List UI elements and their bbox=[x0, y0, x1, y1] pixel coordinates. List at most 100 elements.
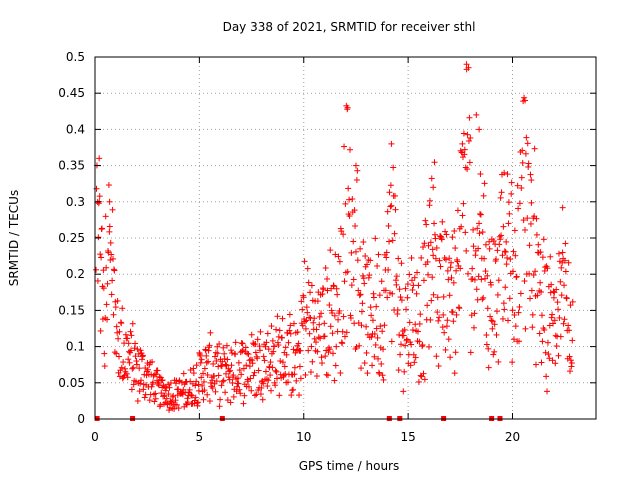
data-point bbox=[419, 341, 426, 348]
data-point bbox=[350, 276, 357, 283]
data-point bbox=[475, 245, 482, 252]
y-tick-label: 0.2 bbox=[66, 267, 85, 281]
data-point bbox=[515, 205, 522, 212]
data-point bbox=[282, 344, 289, 351]
data-point bbox=[435, 317, 442, 324]
data-point bbox=[210, 360, 217, 367]
data-point bbox=[125, 356, 132, 363]
data-point bbox=[511, 311, 518, 318]
data-point bbox=[469, 265, 476, 272]
data-point bbox=[507, 256, 514, 263]
data-point bbox=[158, 390, 165, 397]
data-point bbox=[453, 267, 460, 274]
data-point bbox=[385, 222, 392, 229]
data-point bbox=[165, 381, 172, 388]
data-point bbox=[164, 400, 171, 407]
data-point bbox=[551, 317, 558, 324]
data-point bbox=[390, 164, 397, 171]
data-point bbox=[542, 349, 549, 356]
data-point bbox=[180, 370, 187, 377]
data-point bbox=[386, 238, 393, 245]
data-point bbox=[260, 353, 267, 360]
data-point bbox=[484, 272, 491, 279]
data-point bbox=[264, 330, 271, 337]
data-point bbox=[144, 366, 151, 373]
data-point bbox=[375, 355, 382, 362]
data-point bbox=[524, 140, 531, 147]
data-point bbox=[499, 315, 506, 322]
data-point bbox=[288, 392, 295, 399]
data-point bbox=[397, 294, 404, 301]
data-point bbox=[428, 175, 435, 182]
data-point bbox=[406, 319, 413, 326]
data-point bbox=[490, 351, 497, 358]
data-point bbox=[125, 340, 132, 347]
data-point bbox=[426, 343, 432, 350]
data-point bbox=[272, 382, 279, 389]
data-point bbox=[480, 192, 487, 199]
data-point bbox=[386, 189, 393, 196]
data-point bbox=[444, 267, 451, 274]
data-point bbox=[269, 337, 276, 344]
data-point bbox=[543, 373, 550, 380]
data-point bbox=[378, 360, 385, 367]
data-point bbox=[323, 371, 330, 378]
data-point bbox=[226, 368, 233, 375]
data-point bbox=[207, 329, 214, 336]
data-point bbox=[493, 331, 500, 338]
data-point bbox=[501, 169, 508, 176]
data-point bbox=[567, 357, 574, 364]
data-point bbox=[194, 399, 201, 406]
data-point bbox=[502, 284, 509, 291]
data-point bbox=[369, 362, 376, 369]
data-point bbox=[401, 368, 408, 375]
data-point bbox=[560, 320, 567, 327]
data-point bbox=[226, 376, 233, 383]
data-point bbox=[565, 259, 572, 266]
data-point bbox=[313, 339, 320, 346]
data-point bbox=[459, 140, 466, 147]
data-point bbox=[347, 315, 354, 322]
data-point bbox=[504, 254, 511, 261]
data-point bbox=[438, 236, 445, 243]
x-axis-label: GPS time / hours bbox=[299, 459, 400, 473]
data-point bbox=[373, 303, 380, 310]
data-point bbox=[473, 111, 480, 118]
data-point bbox=[481, 255, 488, 262]
data-point bbox=[375, 251, 382, 258]
data-point bbox=[113, 350, 120, 357]
data-point bbox=[124, 335, 131, 342]
y-tick-label: 0.05 bbox=[58, 376, 85, 390]
data-point bbox=[255, 367, 262, 374]
data-point bbox=[187, 366, 194, 373]
data-point bbox=[357, 291, 364, 298]
data-point bbox=[268, 387, 275, 394]
data-point bbox=[374, 263, 381, 270]
data-point bbox=[149, 358, 156, 365]
data-point bbox=[294, 329, 301, 336]
data-point bbox=[418, 254, 425, 261]
data-point bbox=[228, 350, 235, 357]
data-point bbox=[220, 377, 227, 384]
data-point bbox=[352, 162, 359, 169]
data-point bbox=[252, 340, 259, 347]
data-point bbox=[272, 367, 279, 374]
data-point bbox=[110, 255, 117, 262]
data-point bbox=[249, 360, 256, 367]
data-point bbox=[361, 360, 368, 367]
data-point bbox=[240, 400, 247, 407]
data-point bbox=[447, 354, 454, 361]
data-point bbox=[549, 311, 556, 318]
data-point bbox=[105, 182, 112, 189]
data-point bbox=[137, 380, 144, 387]
data-point bbox=[484, 305, 491, 312]
data-point bbox=[241, 392, 248, 399]
data-point bbox=[340, 313, 347, 320]
data-point bbox=[343, 329, 350, 336]
data-point bbox=[510, 248, 517, 255]
data-point bbox=[165, 391, 172, 398]
data-point bbox=[525, 160, 532, 167]
data-point bbox=[362, 253, 369, 260]
data-point bbox=[476, 230, 483, 237]
data-point bbox=[107, 256, 114, 263]
